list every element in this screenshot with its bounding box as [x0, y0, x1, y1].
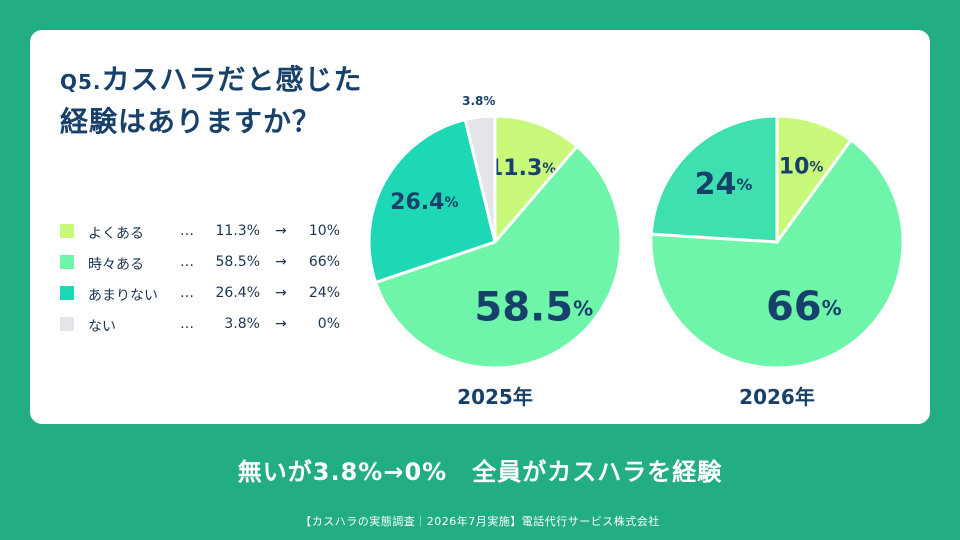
legend-arrow: → [275, 254, 287, 270]
legend-item: 時々ある … 58.5% → 66% [60, 253, 350, 284]
legend-label: ない [88, 319, 116, 335]
legend-label: 時々ある [88, 257, 144, 273]
slice-label: 58.5% [474, 284, 593, 330]
question-title: Q5.カスハラだと感じた 経験はありますか？ [60, 60, 363, 142]
legend-swatch [60, 286, 74, 300]
pie-year-caption: 2025年 [457, 385, 533, 409]
title-text-1: カスハラだと感じた [101, 63, 363, 96]
legend-arrow: → [275, 223, 287, 239]
question-number: Q5. [60, 70, 102, 94]
slice-label: 66% [766, 284, 842, 330]
legend-value-2026: 24% [308, 285, 340, 301]
legend-arrow: → [275, 316, 287, 332]
legend-arrow: → [275, 285, 287, 301]
legend-value-2026: 66% [308, 254, 340, 270]
slice-label: 26.4% [390, 190, 458, 215]
pie-slice [373, 144, 623, 370]
legend-value-2026: 10% [308, 223, 340, 239]
pie-slice [367, 117, 497, 285]
legend-item: よくある … 11.3% → 10% [60, 222, 350, 253]
headline: 無いが3.8%→0% 全員がカスハラを経験 [237, 458, 723, 486]
legend-dots: … [180, 254, 194, 270]
legend-swatch [60, 255, 74, 269]
title-line-1: Q5.カスハラだと感じた [60, 60, 363, 102]
legend-dots: … [180, 285, 194, 301]
slice-label: 24% [695, 167, 753, 202]
legend-label: あまりない [88, 288, 158, 304]
slice-label: 3.8% [462, 93, 495, 107]
legend-value-2025: 11.3% [215, 223, 260, 239]
legend-value-2026: 0% [317, 316, 340, 332]
pie-slice [649, 137, 905, 370]
legend-value-2025: 58.5% [215, 254, 260, 270]
legend-swatch [60, 317, 74, 331]
slice-label: 10% [779, 155, 824, 180]
title-text-2: 経験はありますか？ [60, 105, 322, 138]
pie-slice [463, 114, 497, 243]
legend-dots: … [180, 316, 194, 332]
pie-slice [775, 114, 854, 247]
legend-swatch [60, 224, 74, 238]
pie-slice [649, 114, 779, 244]
footer-source: 【カスハラの実態調査｜2026年7月実施】電話代行サービス株式会社 [300, 515, 660, 528]
legend-dots: … [180, 223, 194, 239]
legend-label: よくある [88, 226, 144, 242]
legend: よくある … 11.3% → 10% 時々ある … 58.5% → 66% あまりない … 26.4% →… [60, 222, 350, 346]
pie-slice [493, 114, 580, 247]
legend-value-2025: 3.8% [224, 316, 260, 332]
legend-value-2025: 26.4% [215, 285, 260, 301]
legend-item: あまりない … 26.4% → 24% [60, 284, 350, 315]
legend-item: ない … 3.8% → 0% [60, 315, 350, 346]
pie-year-caption: 2026年 [739, 385, 815, 409]
